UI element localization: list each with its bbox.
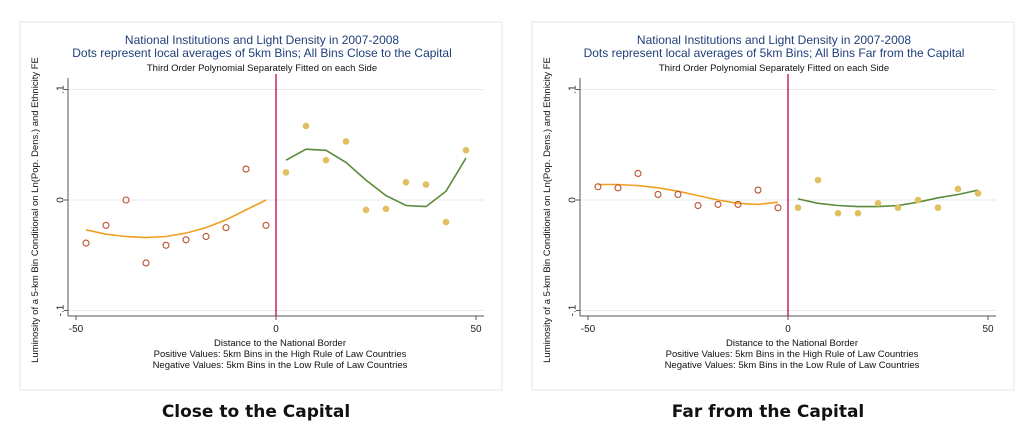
chart-subtitle: Dots represent local averages of 5km Bin…: [584, 46, 965, 60]
data-point-positive: [402, 179, 410, 186]
chart-panel-far: National Institutions and Light Density …: [512, 0, 1024, 447]
data-point-negative: [674, 190, 682, 199]
y-axis-label: Luminosity of a 5-km Bin Conditional on …: [542, 57, 553, 363]
data-point-positive: [342, 138, 350, 145]
data-point-positive: [422, 181, 430, 188]
data-point-negative: [614, 184, 622, 192]
chart-frame: [19, 21, 503, 391]
data-point-positive: [282, 169, 290, 176]
fit-line-negative: [598, 183, 779, 206]
data-point-positive: [914, 196, 922, 204]
x-tick-label: -50: [581, 324, 596, 335]
data-point-positive: [462, 146, 470, 154]
data-point-negative: [142, 259, 150, 267]
data-point-negative: [222, 224, 230, 232]
data-point-negative: [242, 165, 250, 173]
data-point-negative: [694, 201, 702, 210]
y-tick-label: .1: [56, 85, 67, 94]
data-point-negative: [594, 183, 602, 191]
data-point-negative: [82, 239, 90, 247]
data-point-negative: [774, 204, 782, 212]
chart-frame: [531, 21, 1015, 391]
chart-title: National Institutions and Light Density …: [125, 33, 400, 47]
data-point-negative: [162, 241, 170, 249]
x-axis-label: Positive Values: 5km Bins in the High Ru…: [154, 349, 407, 360]
y-tick-label: -.1: [56, 304, 67, 316]
x-tick-label: -50: [69, 324, 84, 335]
data-point-negative: [654, 190, 662, 199]
data-point-negative: [102, 221, 110, 229]
y-tick-label: -.1: [568, 304, 579, 316]
data-point-positive: [934, 204, 942, 212]
chart-caption: Far from the Capital: [671, 402, 865, 422]
chart-panel-close: National Institutions and Light Density …: [19, 21, 503, 422]
data-point-positive: [302, 122, 310, 130]
x-tick-label: 50: [470, 324, 482, 335]
data-point-positive: [814, 176, 822, 184]
x-tick-label: 0: [785, 324, 791, 335]
chart-caption: Close to the Capital: [161, 402, 351, 422]
chart-note: Third Order Polynomial Separately Fitted…: [147, 63, 377, 74]
x-axis-label: Distance to the National Border: [726, 338, 858, 349]
fit-line-positive: [285, 148, 467, 208]
y-tick-label: 0: [568, 197, 579, 203]
data-point-negative: [122, 196, 130, 204]
data-point-positive: [794, 204, 802, 212]
data-point-negative: [754, 186, 762, 194]
data-point-positive: [442, 218, 450, 226]
data-point-negative: [734, 200, 742, 208]
x-tick-label: 0: [273, 324, 279, 335]
chart-far: National Institutions and Light Density …: [531, 21, 1015, 391]
x-axis-label: Negative Values: 5km Bins in the Low Rul…: [153, 360, 408, 371]
data-point-positive: [874, 200, 882, 207]
data-point-negative: [202, 232, 210, 241]
chart-close: National Institutions and Light Density …: [19, 21, 503, 391]
data-point-negative: [262, 221, 270, 229]
data-point-negative: [714, 200, 722, 208]
chart-title: National Institutions and Light Density …: [637, 33, 912, 47]
fit-line-positive: [797, 189, 979, 208]
data-point-positive: [954, 185, 962, 193]
chart-note: Third Order Polynomial Separately Fitted…: [659, 63, 889, 74]
x-tick-label: 50: [982, 324, 994, 335]
data-point-positive: [382, 205, 390, 213]
data-point-negative: [634, 169, 642, 178]
data-point-positive: [834, 209, 842, 217]
fit-line-negative: [85, 199, 267, 239]
x-axis-label: Distance to the National Border: [214, 338, 346, 349]
y-tick-label: 0: [56, 197, 67, 203]
chart-subtitle: Dots represent local averages of 5km Bin…: [72, 46, 452, 60]
data-point-positive: [894, 204, 902, 212]
data-point-positive: [322, 156, 330, 164]
y-axis-label: Luminosity of a 5-km Bin Conditional on …: [30, 57, 41, 363]
y-tick-label: .1: [568, 85, 579, 94]
data-point-positive: [974, 190, 982, 197]
data-point-positive: [854, 209, 862, 217]
x-axis-label: Positive Values: 5km Bins in the High Ru…: [666, 349, 919, 360]
data-point-positive: [362, 206, 370, 214]
x-axis-label: Negative Values: 5km Bins in the Low Rul…: [665, 360, 920, 371]
data-point-negative: [182, 236, 190, 244]
